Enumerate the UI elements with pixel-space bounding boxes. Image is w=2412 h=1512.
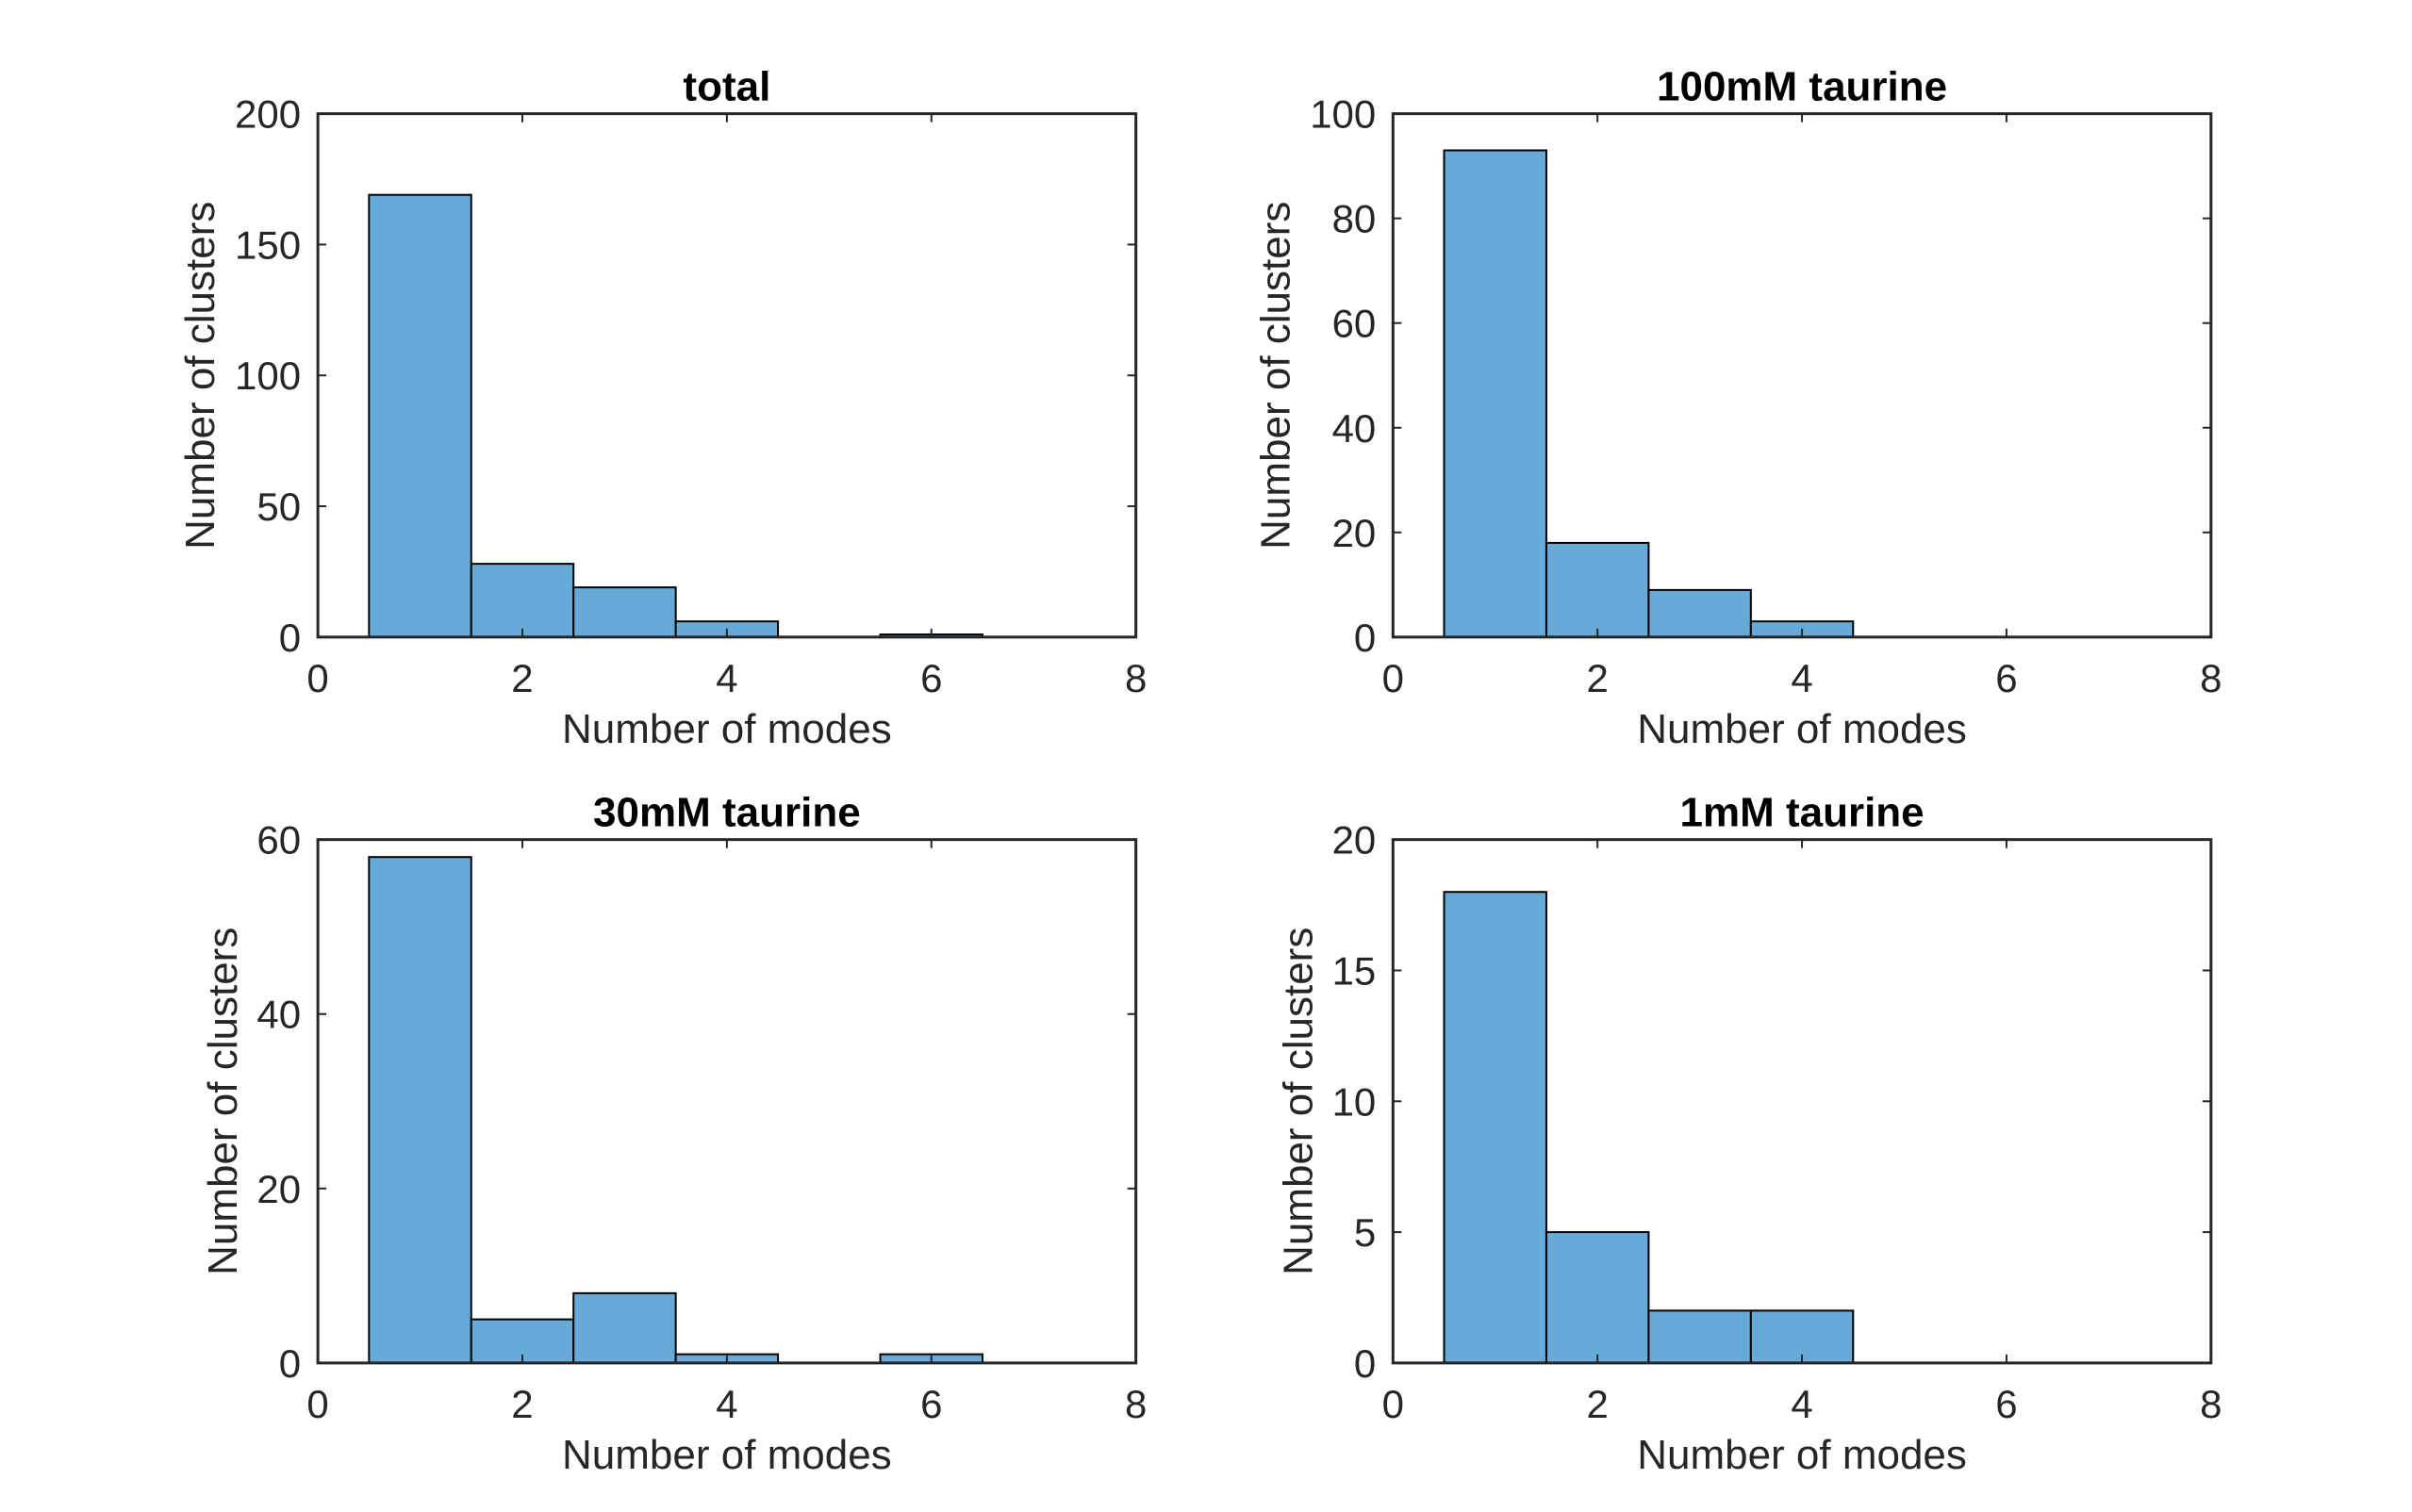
y-axis-label: Number of clusters [1252,202,1298,550]
chart-title: 100mM taurine [1657,64,1947,110]
x-tick-label: 4 [716,656,737,700]
y-tick-label: 10 [1332,1079,1377,1124]
y-axis-label: Number of clusters [177,202,223,550]
x-tick-label: 8 [1125,1382,1147,1426]
histogram-bar [368,193,472,638]
subplot-3: 0 2 4 6 8 0 20 40 60 30mM taurine Number of modes N… [200,790,1147,1478]
x-tick-label: 2 [511,656,533,700]
subplot-4: 0 2 4 6 8 0 5 10 15 20 1mM taurine Number of modes N… [1275,790,2222,1478]
y-tick-label: 60 [256,818,301,863]
histogram-bar [470,563,575,638]
x-tick-label: 0 [1382,656,1404,700]
x-axis-label: Number of modes [562,706,892,752]
x-tick-label: 2 [511,1382,533,1426]
y-tick-label: 0 [1354,616,1376,660]
y-tick-label: 20 [1332,818,1377,863]
x-tick-label: 6 [1995,656,2017,700]
x-tick-label: 0 [306,656,328,700]
histogram-bar [572,1291,677,1364]
x-tick-label: 0 [1382,1382,1404,1426]
y-tick-label: 100 [235,353,301,398]
x-tick-label: 0 [306,1382,328,1426]
chart-title: 1mM taurine [1679,790,1924,836]
y-tick-label: 150 [235,222,301,267]
histogram-bar [1545,541,1650,638]
y-tick-label: 40 [256,993,301,1037]
x-axis-label: Number of modes [1637,1432,1967,1478]
x-tick-label: 4 [1791,656,1812,700]
y-tick-label: 5 [1354,1210,1376,1255]
x-tick-label: 6 [920,1382,942,1426]
y-tick-label: 15 [1332,948,1377,993]
x-axis-label: Number of modes [1637,706,1967,752]
histogram-bar [1443,891,1547,1364]
y-tick-label: 60 [1332,302,1377,346]
y-tick-label: 40 [1332,406,1377,451]
histogram-bar [1545,1231,1650,1364]
chart-title: 30mM taurine [593,790,861,836]
histogram-bar [368,856,472,1364]
chart-title: total [683,64,770,110]
x-tick-label: 2 [1586,1382,1608,1426]
y-tick-label: 20 [1332,511,1377,555]
y-tick-label: 200 [235,92,301,137]
y-tick-label: 0 [279,616,301,660]
y-tick-label: 100 [1310,92,1376,137]
histogram-bar [1443,149,1547,638]
x-tick-label: 8 [1125,656,1147,700]
y-tick-label: 20 [256,1167,301,1211]
histogram-bar [1647,1309,1752,1364]
x-tick-label: 8 [2200,1382,2222,1426]
x-tick-label: 2 [1586,656,1608,700]
x-tick-label: 6 [1995,1382,2017,1426]
y-tick-label: 80 [1332,197,1377,241]
y-axis-label: Number of clusters [200,928,246,1275]
y-tick-label: 0 [279,1341,301,1386]
x-axis-label: Number of modes [562,1432,892,1478]
x-tick-label: 6 [920,656,942,700]
x-tick-label: 4 [716,1382,737,1426]
histogram-bar [572,586,677,638]
histogram-bar [1647,588,1752,638]
x-tick-label: 8 [2200,656,2222,700]
y-tick-label: 50 [256,485,301,529]
y-axis-label: Number of clusters [1275,928,1321,1275]
y-tick-label: 0 [1354,1341,1376,1386]
subplot-1: 0 2 4 6 8 0 50 100 150 200 total Number of modes Num… [177,64,1147,752]
x-tick-label: 4 [1791,1382,1812,1426]
